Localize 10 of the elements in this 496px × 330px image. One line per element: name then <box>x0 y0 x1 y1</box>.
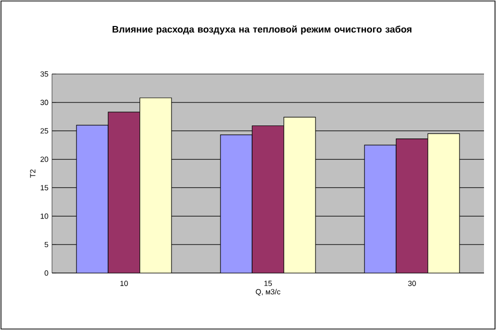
bar <box>140 98 172 273</box>
bar <box>108 112 140 273</box>
bar <box>284 116 316 273</box>
chart-title: Влияние расхода воздуха на тепловой режим очистного забоя <box>112 25 412 35</box>
bar <box>396 138 428 273</box>
bar <box>220 134 252 273</box>
bar <box>364 144 396 273</box>
bar <box>428 133 460 273</box>
bar <box>252 125 284 273</box>
bar <box>76 124 108 273</box>
